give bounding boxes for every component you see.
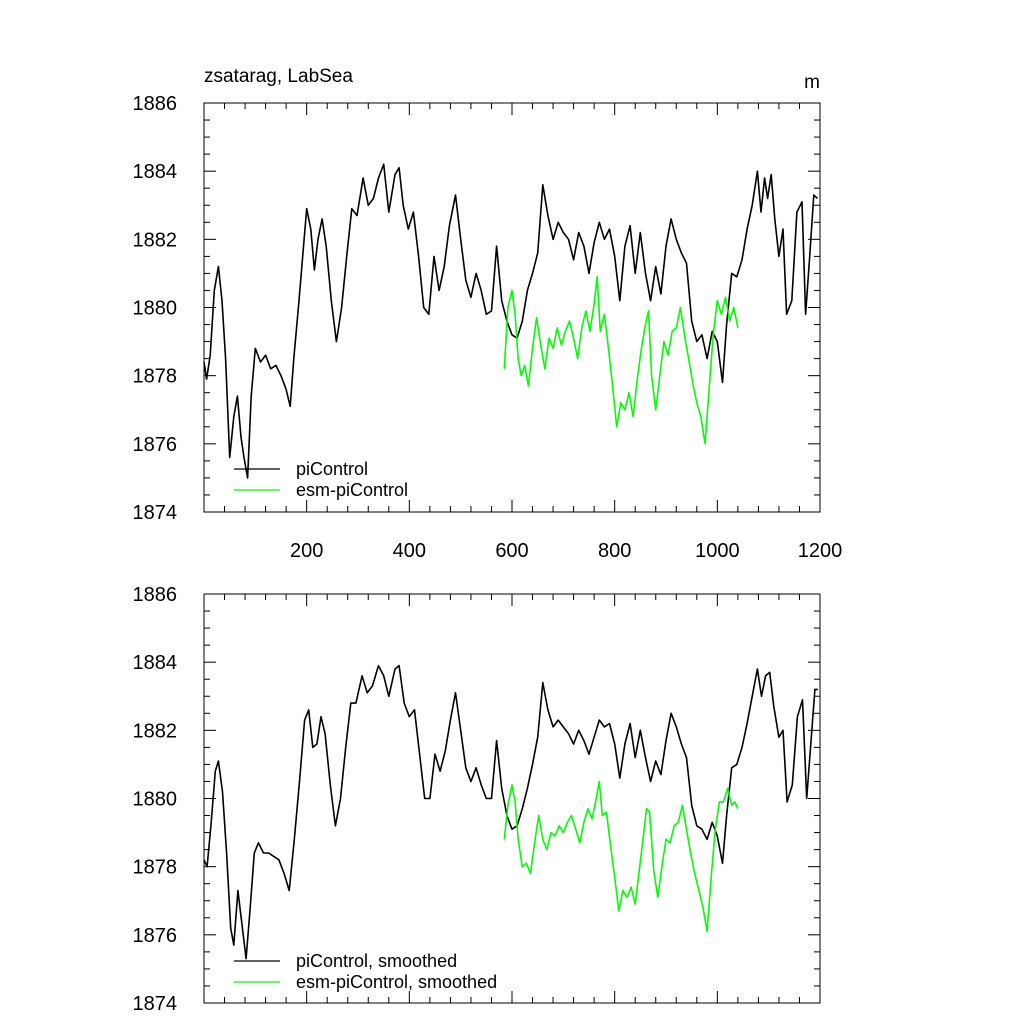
y-tick-label: 1886 bbox=[133, 584, 178, 606]
series-line-picontrol bbox=[203, 163, 818, 479]
series-line-esm-picontrol-smoothed bbox=[503, 780, 739, 933]
series-layer-top bbox=[203, 163, 818, 479]
x-tick-label: 1200 bbox=[798, 540, 843, 562]
y-tick-label: 1884 bbox=[133, 161, 178, 183]
y-tick-label: 1882 bbox=[133, 720, 178, 742]
x-tick-label: 600 bbox=[495, 540, 528, 562]
tick-layer-bottom: 1874 1876 1878 1880 1882 1884 1886 bbox=[133, 584, 821, 1015]
y-tick-label: 1876 bbox=[133, 434, 178, 456]
y-tick-label: 1878 bbox=[133, 857, 178, 879]
plot-frame-bottom bbox=[203, 593, 821, 1004]
y-tick-label: 1878 bbox=[133, 366, 178, 388]
legend-label-picontrol: piControl bbox=[296, 459, 368, 479]
y-tick-label: 1884 bbox=[133, 652, 178, 674]
y-tick-label: 1876 bbox=[133, 925, 178, 947]
x-tick-label: 1000 bbox=[695, 540, 740, 562]
legend-bottom: piControl, smoothed esm-piControl, smoot… bbox=[234, 951, 497, 992]
series-line-picontrol-smoothed bbox=[203, 664, 818, 960]
tick-layer-top: 1874 1876 1878 1880 1882 1884 1886 200 400 600 800… bbox=[133, 93, 843, 562]
series-line-esm-picontrol bbox=[503, 276, 739, 445]
x-tick-label: 200 bbox=[290, 540, 323, 562]
legend-label-picontrol-smoothed: piControl, smoothed bbox=[296, 951, 457, 971]
units-label: m bbox=[804, 72, 820, 93]
y-tick-label: 1874 bbox=[133, 502, 178, 524]
y-tick-label: 1874 bbox=[133, 993, 178, 1015]
panel-top: zsatarag, LabSea m 187418761878188018821… bbox=[133, 66, 843, 562]
legend-label-esm-picontrol: esm-piControl bbox=[296, 480, 408, 500]
series-layer-bottom bbox=[203, 664, 818, 960]
chart-title: zsatarag, LabSea bbox=[204, 66, 353, 87]
x-tick-label: 800 bbox=[598, 540, 631, 562]
y-tick-label: 1880 bbox=[133, 298, 178, 320]
x-tick-label: 400 bbox=[393, 540, 426, 562]
legend-label-esm-picontrol-smoothed: esm-piControl, smoothed bbox=[296, 972, 497, 992]
y-tick-label: 1882 bbox=[133, 229, 178, 251]
y-tick-label: 1886 bbox=[133, 93, 178, 115]
y-tick-label: 1880 bbox=[133, 789, 178, 811]
panel-bottom: 1874 1876 1878 1880 1882 1884 1886 piControl, … bbox=[133, 584, 821, 1015]
legend-top: piControl esm-piControl bbox=[234, 459, 408, 500]
